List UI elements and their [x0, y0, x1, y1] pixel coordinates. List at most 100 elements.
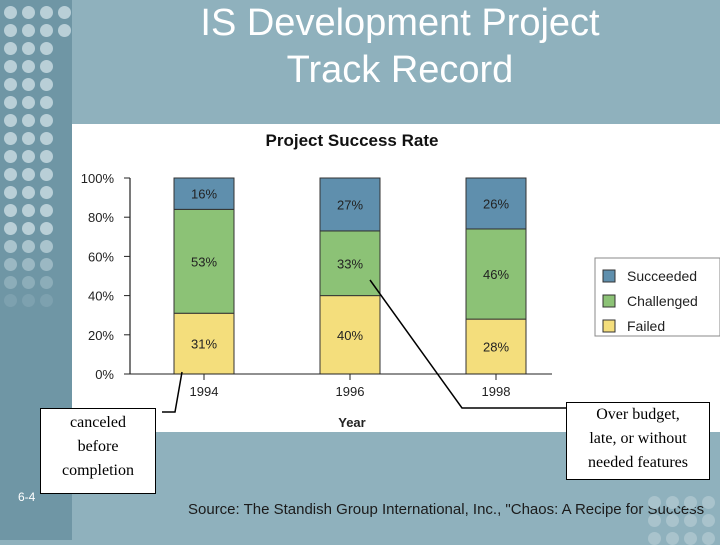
slide-number: 6-4 [18, 490, 36, 504]
x-tick-label: 1998 [482, 384, 511, 399]
decor-dot [22, 96, 35, 109]
y-tick-label: 60% [88, 249, 114, 264]
decor-dot [40, 240, 53, 253]
slide-title-line-1: IS Development Project [200, 2, 600, 44]
data-label: 33% [337, 256, 363, 271]
decor-dot [648, 496, 661, 509]
decor-dot [22, 168, 35, 181]
decor-dot [22, 258, 35, 271]
decor-dot [4, 294, 17, 307]
decor-dot [648, 514, 661, 527]
bar-segment-succeeded [465, 177, 527, 230]
data-label: 28% [483, 340, 509, 355]
callout-line: canceled [70, 414, 126, 431]
decor-dot [22, 276, 35, 289]
right-callout-connector [369, 279, 566, 409]
chart-title: Project Success Rate [266, 131, 439, 150]
x-tick-label: 1996 [336, 384, 365, 399]
legend-swatch-challenged [602, 294, 616, 308]
decor-dot [4, 6, 17, 19]
data-label: 53% [191, 254, 217, 269]
source-citation: Source: The Standish Group International… [188, 501, 710, 518]
decor-dot [40, 258, 53, 271]
decor-dot [40, 204, 53, 217]
decor-dot [4, 258, 17, 271]
decor-dot [40, 78, 53, 91]
canceled-callout: canceled before completion [40, 408, 156, 494]
decor-dot [4, 168, 17, 181]
decor-dot [702, 514, 715, 527]
decor-dot [4, 186, 17, 199]
callout-line: needed features [588, 454, 688, 471]
decor-dot [40, 150, 53, 163]
over-budget-callout: Over budget, late, or without needed fea… [566, 402, 710, 480]
decor-dot [22, 78, 35, 91]
decor-dot [40, 276, 53, 289]
decor-dot [22, 132, 35, 145]
decor-dot [4, 204, 17, 217]
slide-title: IS Development Project Track Record [110, 0, 690, 94]
decor-dot [4, 276, 17, 289]
decor-dot [22, 150, 35, 163]
decor-dot [4, 42, 17, 55]
x-tick-label: 1994 [190, 384, 219, 399]
decor-dot [22, 186, 35, 199]
callout-line: before [77, 438, 119, 455]
decor-dot [58, 24, 71, 37]
decor-dot [666, 532, 679, 545]
decor-dot [684, 514, 697, 527]
decor-dot [4, 78, 17, 91]
decor-dot [40, 114, 53, 127]
bar-segment-succeeded [319, 177, 381, 232]
decor-dot [4, 24, 17, 37]
decor-dot [40, 186, 53, 199]
legend-swatch-succeeded [602, 269, 616, 283]
bar-segment-challenged [465, 228, 527, 320]
data-label: 27% [337, 197, 363, 212]
decor-dot [22, 42, 35, 55]
data-label: 26% [483, 196, 509, 211]
data-label: 31% [191, 337, 217, 352]
callout-line: Over budget, [596, 406, 680, 423]
decor-dot [4, 240, 17, 253]
decor-dot [702, 532, 715, 545]
decor-dot [40, 132, 53, 145]
callout-line: completion [62, 462, 134, 479]
slide-title-line-2: Track Record [286, 49, 514, 91]
decor-dot [22, 60, 35, 73]
decor-dot [40, 24, 53, 37]
legend-label: Succeeded [627, 268, 697, 284]
legend-swatch-failed [602, 319, 616, 333]
y-tick-label: 100% [81, 171, 115, 186]
decor-dot [58, 6, 71, 19]
y-tick-label: 40% [88, 289, 114, 304]
decor-dot [22, 6, 35, 19]
data-label: 46% [483, 267, 509, 282]
legend-box [594, 257, 720, 337]
decor-dot [40, 294, 53, 307]
decor-dot [4, 150, 17, 163]
decor-dot [40, 96, 53, 109]
decor-dot [40, 168, 53, 181]
decor-dot [648, 532, 661, 545]
decor-dot [702, 496, 715, 509]
decor-dot [4, 132, 17, 145]
decor-dot [22, 114, 35, 127]
legend-label: Challenged [627, 293, 698, 309]
bar-segment-succeeded [173, 177, 235, 210]
decor-dot [666, 496, 679, 509]
y-tick-label: 0% [95, 367, 114, 382]
decor-dot [40, 60, 53, 73]
decor-dot [4, 96, 17, 109]
decor-dot [22, 240, 35, 253]
callout-line: late, or without [589, 430, 687, 447]
decor-dot [40, 222, 53, 235]
decor-dot [684, 496, 697, 509]
decor-dot [4, 60, 17, 73]
decor-dot [22, 24, 35, 37]
decor-dot [40, 6, 53, 19]
data-label: 16% [191, 187, 217, 202]
decor-dot [684, 532, 697, 545]
decor-dot [4, 114, 17, 127]
data-label: 40% [337, 328, 363, 343]
